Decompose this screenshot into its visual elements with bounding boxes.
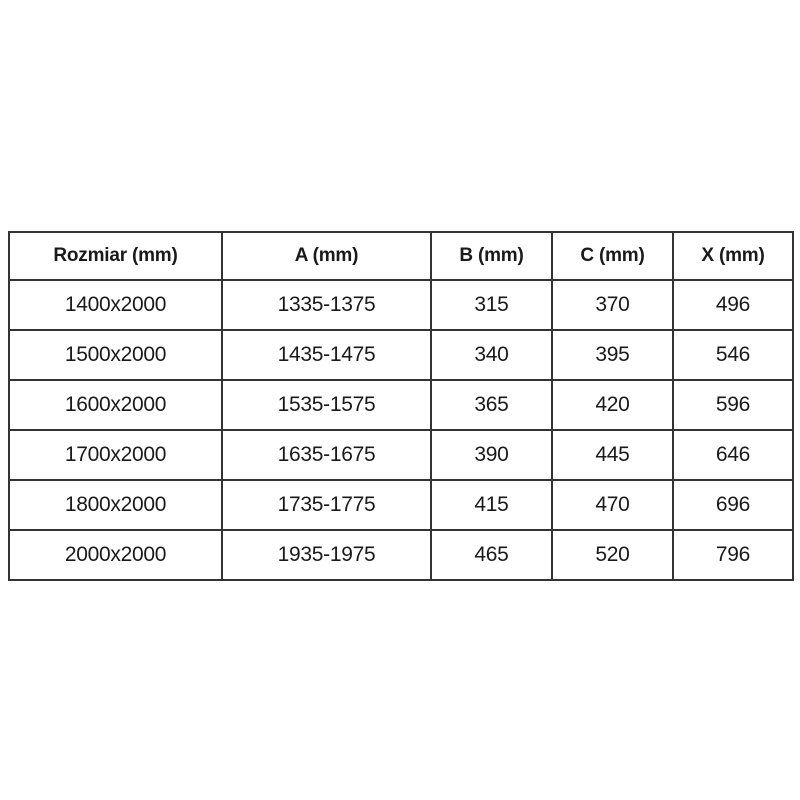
cell-a: 1735-1775 [221, 479, 432, 531]
cell-size: 1800x2000 [8, 479, 223, 531]
cell-x: 796 [672, 529, 794, 581]
cell-size: 1600x2000 [8, 379, 223, 431]
cell-size: 1700x2000 [8, 429, 223, 481]
table-row: 2000x2000 1935-1975 465 520 796 [8, 529, 794, 581]
cell-b: 340 [430, 329, 553, 381]
cell-a: 1435-1475 [221, 329, 432, 381]
cell-size: 2000x2000 [8, 529, 223, 581]
cell-c: 520 [551, 529, 674, 581]
cell-c: 395 [551, 329, 674, 381]
table-row: 1500x2000 1435-1475 340 395 546 [8, 329, 794, 381]
cell-c: 370 [551, 279, 674, 331]
cell-a: 1535-1575 [221, 379, 432, 431]
column-header-a: A (mm) [221, 231, 432, 281]
cell-c: 420 [551, 379, 674, 431]
table-row: 1700x2000 1635-1675 390 445 646 [8, 429, 794, 481]
cell-b: 415 [430, 479, 553, 531]
size-table-wrapper: Rozmiar (mm) A (mm) B (mm) C (mm) X (mm)… [8, 231, 794, 581]
table-body: 1400x2000 1335-1375 315 370 496 1500x200… [8, 279, 794, 581]
cell-size: 1400x2000 [8, 279, 223, 331]
cell-b: 390 [430, 429, 553, 481]
size-specification-table: Rozmiar (mm) A (mm) B (mm) C (mm) X (mm)… [8, 231, 794, 581]
cell-b: 315 [430, 279, 553, 331]
cell-a: 1935-1975 [221, 529, 432, 581]
cell-x: 596 [672, 379, 794, 431]
cell-x: 546 [672, 329, 794, 381]
cell-a: 1335-1375 [221, 279, 432, 331]
cell-size: 1500x2000 [8, 329, 223, 381]
cell-b: 465 [430, 529, 553, 581]
column-header-b: B (mm) [430, 231, 553, 281]
cell-a: 1635-1675 [221, 429, 432, 481]
column-header-c: C (mm) [551, 231, 674, 281]
cell-c: 445 [551, 429, 674, 481]
table-header-row: Rozmiar (mm) A (mm) B (mm) C (mm) X (mm) [8, 231, 794, 281]
cell-c: 470 [551, 479, 674, 531]
cell-b: 365 [430, 379, 553, 431]
table-row: 1800x2000 1735-1775 415 470 696 [8, 479, 794, 531]
table-row: 1400x2000 1335-1375 315 370 496 [8, 279, 794, 331]
table-header: Rozmiar (mm) A (mm) B (mm) C (mm) X (mm) [8, 231, 794, 281]
column-header-rozmiar: Rozmiar (mm) [8, 231, 223, 281]
column-header-x: X (mm) [672, 231, 794, 281]
cell-x: 496 [672, 279, 794, 331]
cell-x: 646 [672, 429, 794, 481]
cell-x: 696 [672, 479, 794, 531]
table-row: 1600x2000 1535-1575 365 420 596 [8, 379, 794, 431]
